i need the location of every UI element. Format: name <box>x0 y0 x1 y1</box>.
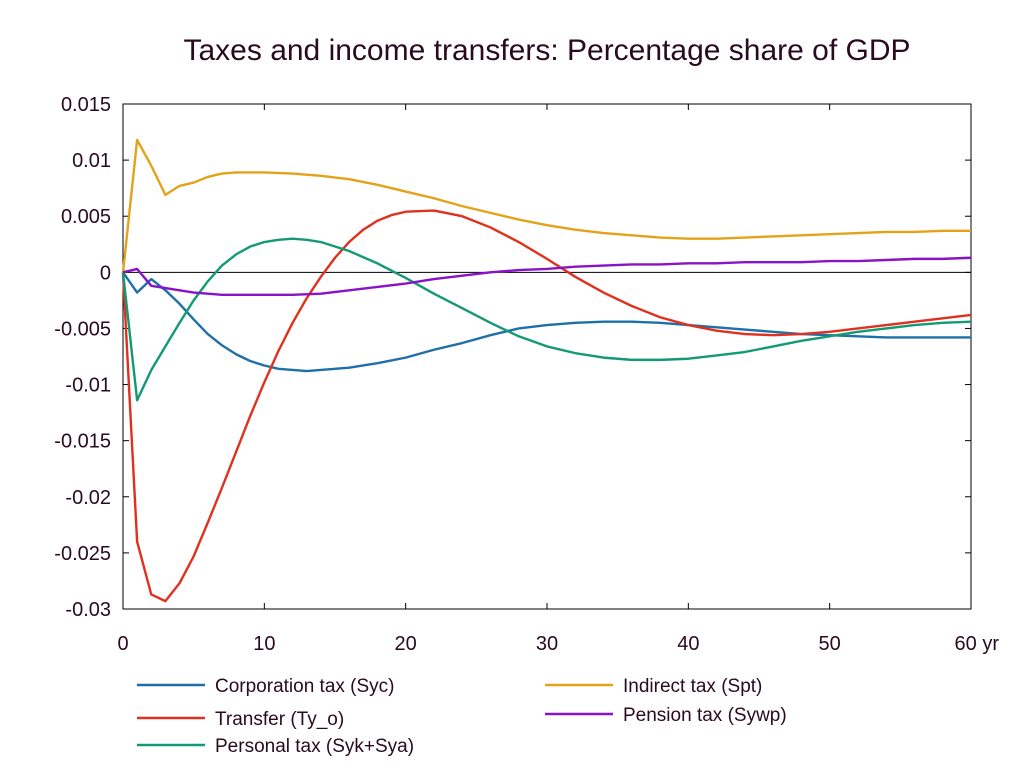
x-tick-label: 0 <box>117 633 128 655</box>
y-tick-label: -0.01 <box>65 375 111 397</box>
y-tick-label: -0.025 <box>54 543 111 565</box>
series-line-5 <box>122 256 972 296</box>
x-tick-label: 20 <box>395 633 417 655</box>
x-tick-label: 30 <box>536 633 558 655</box>
y-tick-label: -0.015 <box>54 431 111 453</box>
y-tick-label: 0 <box>100 262 111 284</box>
series-line-3 <box>121 237 972 402</box>
y-tick-label: 0.005 <box>61 206 111 228</box>
y-tick-label: -0.005 <box>54 318 111 340</box>
x-tick-label: 40 <box>677 633 699 655</box>
legend-label: Indirect tax (Spt) <box>623 676 762 697</box>
legend-label: Pension tax (Sywp) <box>623 705 787 726</box>
series-line-2 <box>121 209 972 603</box>
series-line-4 <box>121 138 971 273</box>
legend-label: Personal tax (Syk+Sya) <box>215 736 414 757</box>
plot-frame <box>122 103 972 610</box>
chart-title: Taxes and income transfers: Percentage s… <box>183 34 910 67</box>
legend-label: Transfer (Ty_o) <box>215 709 344 730</box>
legend: Corporation tax (Syc) Transfer (Ty_o) Pers… <box>137 676 787 757</box>
plot-area: 0.015 0.01 0.005 0 -0.005 -0.01 -0.015 -0.02 -0.… <box>54 94 999 655</box>
legend-label: Corporation tax (Syc) <box>215 676 395 697</box>
y-tick-label: -0.03 <box>65 599 111 621</box>
y-tick-label: 0.01 <box>72 150 111 172</box>
x-tick-label: 50 <box>819 633 841 655</box>
y-tick-label: 0.015 <box>61 94 111 116</box>
series-line-1 <box>122 271 971 373</box>
x-tick-label: 60 yr <box>955 633 1000 655</box>
y-tick-label: -0.02 <box>65 487 111 509</box>
x-tick-label: 10 <box>253 633 275 655</box>
